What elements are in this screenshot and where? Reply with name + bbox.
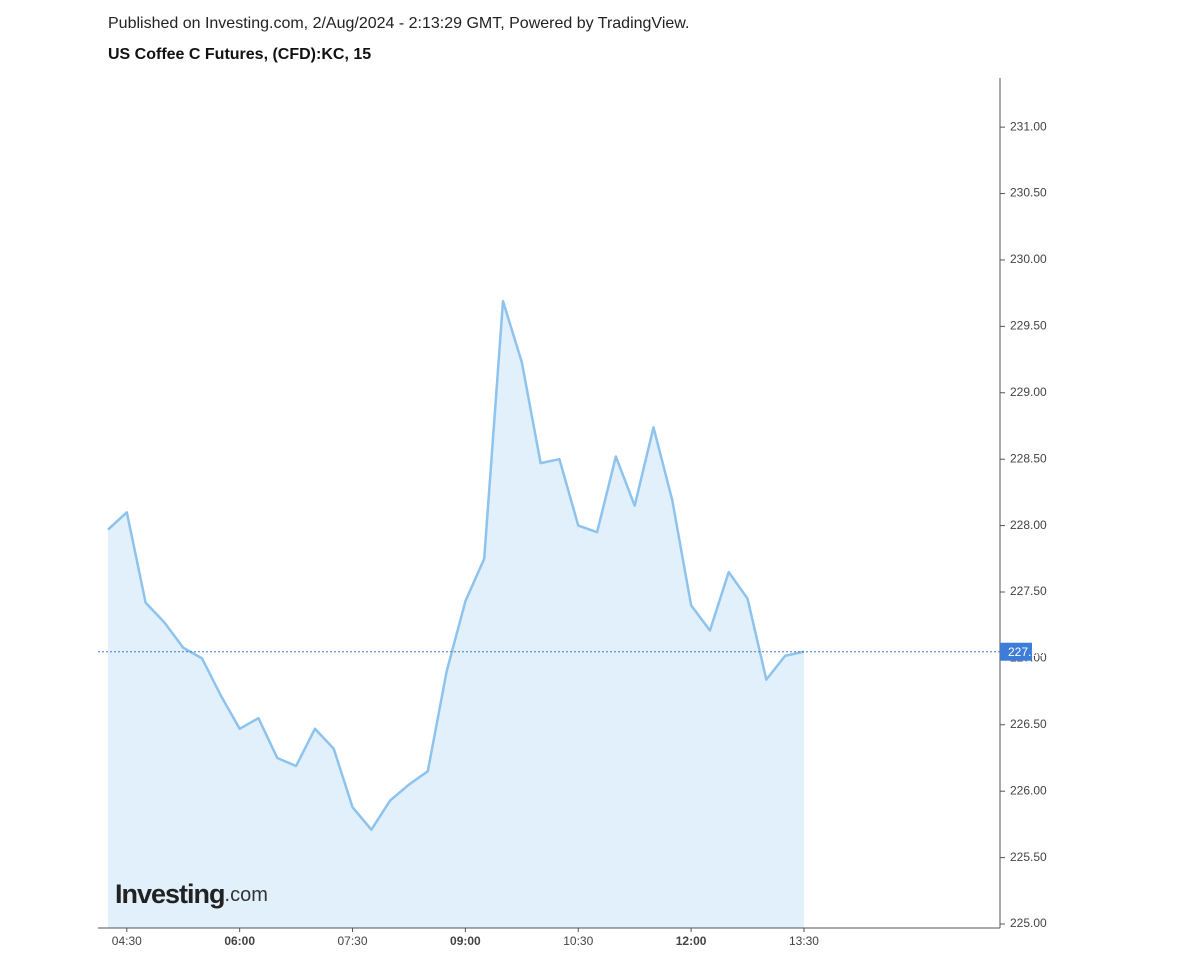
logo-main: Investing: [115, 879, 225, 909]
x-tick-label: 06:00: [224, 934, 255, 948]
y-axis: 225.00225.50226.00226.50227.00227.50228.…: [1000, 119, 1047, 930]
chart-title: US Coffee C Futures, (CFD):KC, 15: [108, 46, 371, 63]
y-tick-label: 230.00: [1010, 252, 1047, 266]
logo: Investing.com: [115, 879, 268, 909]
y-tick-label: 225.00: [1010, 916, 1047, 930]
y-tick-label: 229.00: [1010, 385, 1047, 399]
y-tick-label: 229.50: [1010, 319, 1047, 333]
area: [108, 301, 804, 928]
x-tick-label: 10:30: [563, 934, 593, 948]
last-price-flag: [1000, 642, 1032, 661]
line: [107, 299, 805, 831]
last-price-label: 227.05: [1008, 645, 1045, 659]
logo-suffix: .com: [225, 884, 268, 906]
x-tick-label: 04:30: [112, 934, 142, 948]
x-tick-label: 07:30: [338, 934, 368, 948]
y-tick-label: 227.50: [1010, 584, 1047, 598]
y-tick-label: 225.50: [1010, 850, 1047, 864]
y-tick-label: 228.00: [1010, 518, 1047, 532]
y-tick-label: 226.00: [1010, 783, 1047, 797]
x-tick-label: 12:00: [676, 934, 707, 948]
x-tick-label: 09:00: [450, 934, 481, 948]
y-tick-label: 231.00: [1010, 119, 1047, 133]
y-tick-label: 230.50: [1010, 186, 1047, 200]
header: Published on Investing.com, 2/Aug/2024 -…: [108, 15, 689, 32]
y-tick-label: 226.50: [1010, 717, 1047, 731]
x-tick-label: 13:30: [789, 934, 819, 948]
y-tick-label: 228.50: [1010, 451, 1047, 465]
